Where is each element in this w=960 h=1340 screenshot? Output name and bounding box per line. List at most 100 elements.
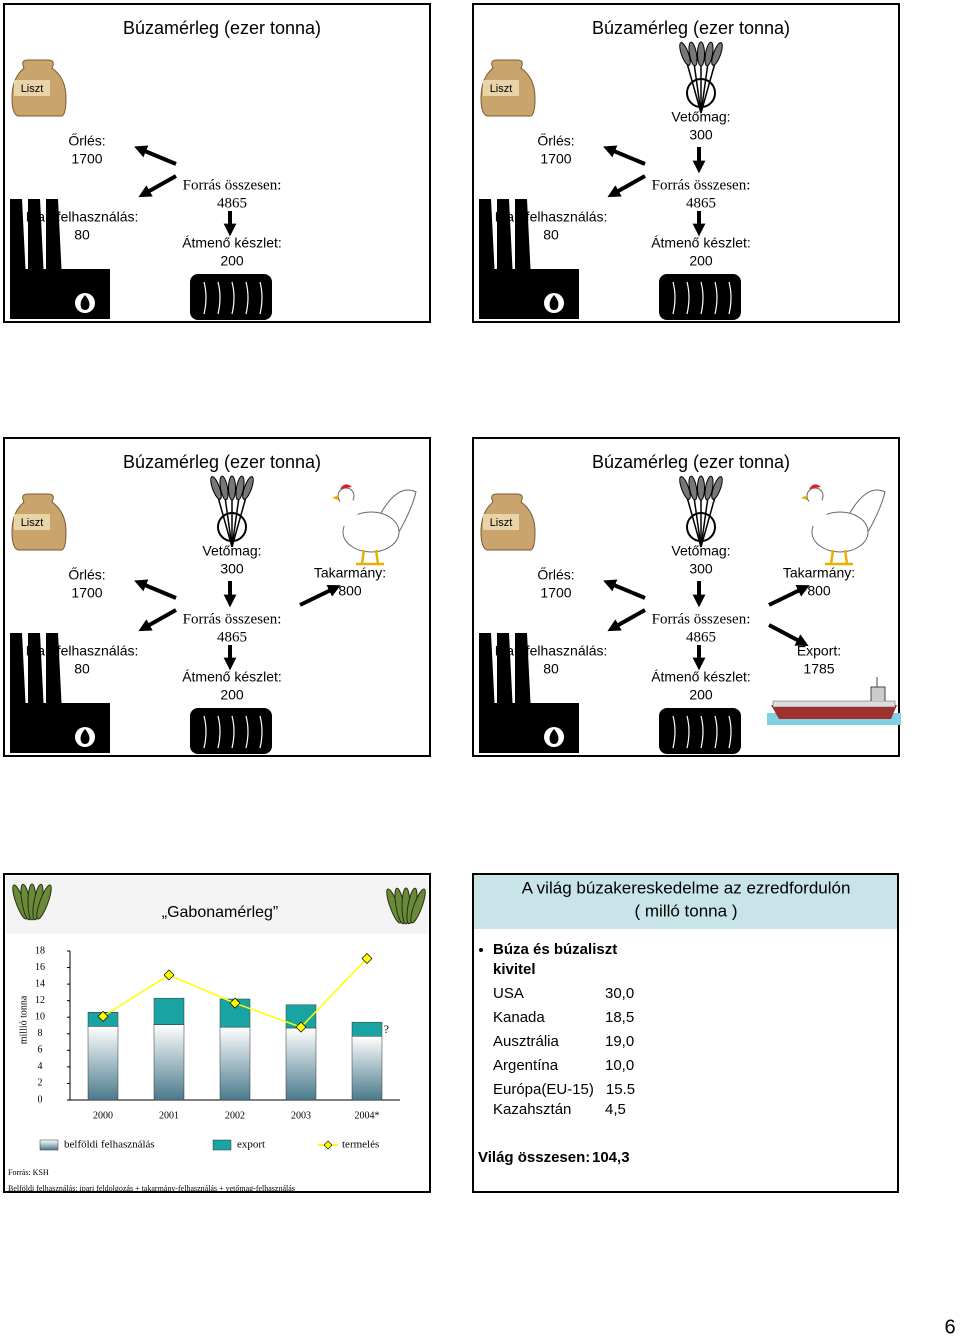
arrow: [299, 585, 341, 607]
item-label: Őrlés:: [537, 133, 574, 149]
chicken-comb: [340, 484, 352, 489]
item-label: Ipari felhasználás:: [26, 209, 139, 225]
item-value: 4865: [217, 629, 247, 645]
bar-segment: [153, 1024, 185, 1101]
item-label: Átmenő készlet:: [651, 235, 751, 251]
barrel-stripe: [203, 715, 207, 749]
barrel-stripe: [728, 281, 732, 315]
barrel-stripe: [714, 715, 718, 749]
wheat-stalk: [693, 496, 702, 548]
wheat-ear: [697, 475, 705, 501]
country: Ausztrália: [493, 1033, 560, 1050]
item-label: Ipari felhasználás:: [26, 643, 139, 659]
x-tick-label: 2002: [225, 1110, 245, 1121]
sack-label: Liszt: [490, 517, 513, 529]
bar-segment: [153, 997, 185, 1025]
wheat-ear: [704, 41, 714, 67]
barrel-stripe: [714, 281, 718, 315]
wheat-stalk: [700, 62, 709, 114]
y-tick-label: 0: [38, 1094, 43, 1105]
wheat-stalk: [686, 62, 702, 114]
factory-chimney: [479, 199, 495, 279]
item-label: Vetőmag:: [202, 543, 261, 559]
item-label: Őrlés:: [68, 567, 105, 583]
arrow: [138, 608, 177, 632]
x-tick-label: 2001: [159, 1110, 179, 1121]
country-value: 19,0: [605, 1033, 634, 1050]
item-label: Őrlés:: [537, 567, 574, 583]
country-value: 18,5: [605, 1009, 634, 1026]
factory-flame: [549, 729, 559, 744]
factory-flame: [549, 295, 559, 310]
y-tick-label: 16: [35, 962, 45, 973]
line-marker: [97, 1010, 109, 1022]
arrow: [134, 145, 177, 166]
barrel-stripe: [672, 715, 676, 749]
barrel-stripe: [672, 281, 676, 315]
wheat-ear: [242, 476, 254, 500]
wheat-stalk: [217, 496, 233, 548]
item-label: Forrás összesen:: [652, 611, 751, 627]
sack-label: Liszt: [21, 517, 44, 529]
wheat-ear: [688, 41, 698, 67]
y-tick-label: 6: [38, 1045, 43, 1056]
barrel: [659, 274, 741, 320]
wheat-ear: [711, 42, 723, 66]
trade-subtitle: ( milló tonna ): [635, 901, 738, 920]
factory-chimney: [515, 633, 531, 713]
country-value: 30,0: [605, 985, 634, 1002]
item-value: 800: [338, 583, 362, 599]
x-tick-label: 2003: [291, 1110, 311, 1121]
slide-title: Búzamérleg (ezer tonna): [123, 452, 321, 472]
barrel: [190, 274, 272, 320]
y-tick-label: 12: [35, 995, 45, 1006]
wheat-stalk: [686, 496, 702, 548]
chicken-beak: [332, 495, 338, 500]
wheat-stalk: [231, 496, 240, 548]
trade-header: [474, 875, 897, 929]
arrow: [768, 585, 810, 607]
item-label: Takarmány:: [783, 565, 855, 581]
chicken-beak: [801, 495, 807, 500]
barrel-stripe: [700, 715, 704, 749]
y-tick-label: 4: [38, 1061, 43, 1072]
slide-title: Búzamérleg (ezer tonna): [123, 18, 321, 38]
y-tick-label: 18: [35, 945, 45, 956]
barrel: [659, 708, 741, 754]
legend-label: export: [237, 1139, 265, 1151]
factory-chimney: [46, 199, 62, 279]
slide-title: Búzamérleg (ezer tonna): [592, 452, 790, 472]
factory-chimney: [497, 199, 513, 279]
country: USA: [493, 985, 524, 1002]
item-value: 200: [689, 253, 713, 269]
item-label: Forrás összesen:: [652, 177, 751, 193]
total-label: Világ összesen:: [478, 1149, 590, 1166]
total-value: 104,3: [592, 1149, 630, 1166]
chart-title: „Gabonamérleg”: [162, 904, 279, 921]
country-value: 10,0: [605, 1057, 634, 1074]
barrel-stripe: [217, 281, 221, 315]
wheat-stalk: [224, 496, 233, 548]
arrow: [134, 579, 177, 600]
y-axis-label: millió tonna: [18, 995, 29, 1044]
wheat-ear: [219, 475, 229, 501]
barrel-stripe: [231, 281, 235, 315]
legend-swatch: [39, 1139, 59, 1151]
factory-chimney: [10, 633, 26, 713]
barrel-stripe: [245, 281, 249, 315]
bar-segment: [285, 1027, 317, 1101]
line-marker: [163, 969, 175, 981]
sack-label-box: [483, 80, 519, 96]
item-value: 300: [689, 561, 713, 577]
annotation: ?: [384, 1022, 389, 1036]
wheat-stalk: [700, 496, 716, 548]
wheat-ear: [697, 41, 705, 67]
factory-flame: [80, 295, 90, 310]
page-number: 6: [944, 1316, 955, 1338]
arrow: [603, 579, 646, 600]
arrow: [607, 608, 646, 632]
ship-bridge: [870, 677, 886, 701]
wheat-ear: [210, 476, 222, 500]
factory-chimney: [28, 199, 44, 279]
